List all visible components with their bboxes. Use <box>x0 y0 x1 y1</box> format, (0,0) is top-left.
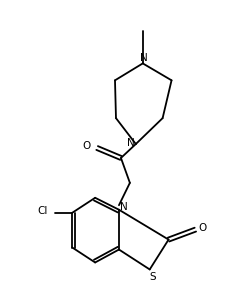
Text: Cl: Cl <box>37 206 47 216</box>
Text: O: O <box>198 223 206 233</box>
Text: N: N <box>126 138 134 148</box>
Text: O: O <box>82 141 90 151</box>
Text: N: N <box>139 53 147 63</box>
Text: S: S <box>148 272 155 282</box>
Text: N: N <box>120 202 127 212</box>
